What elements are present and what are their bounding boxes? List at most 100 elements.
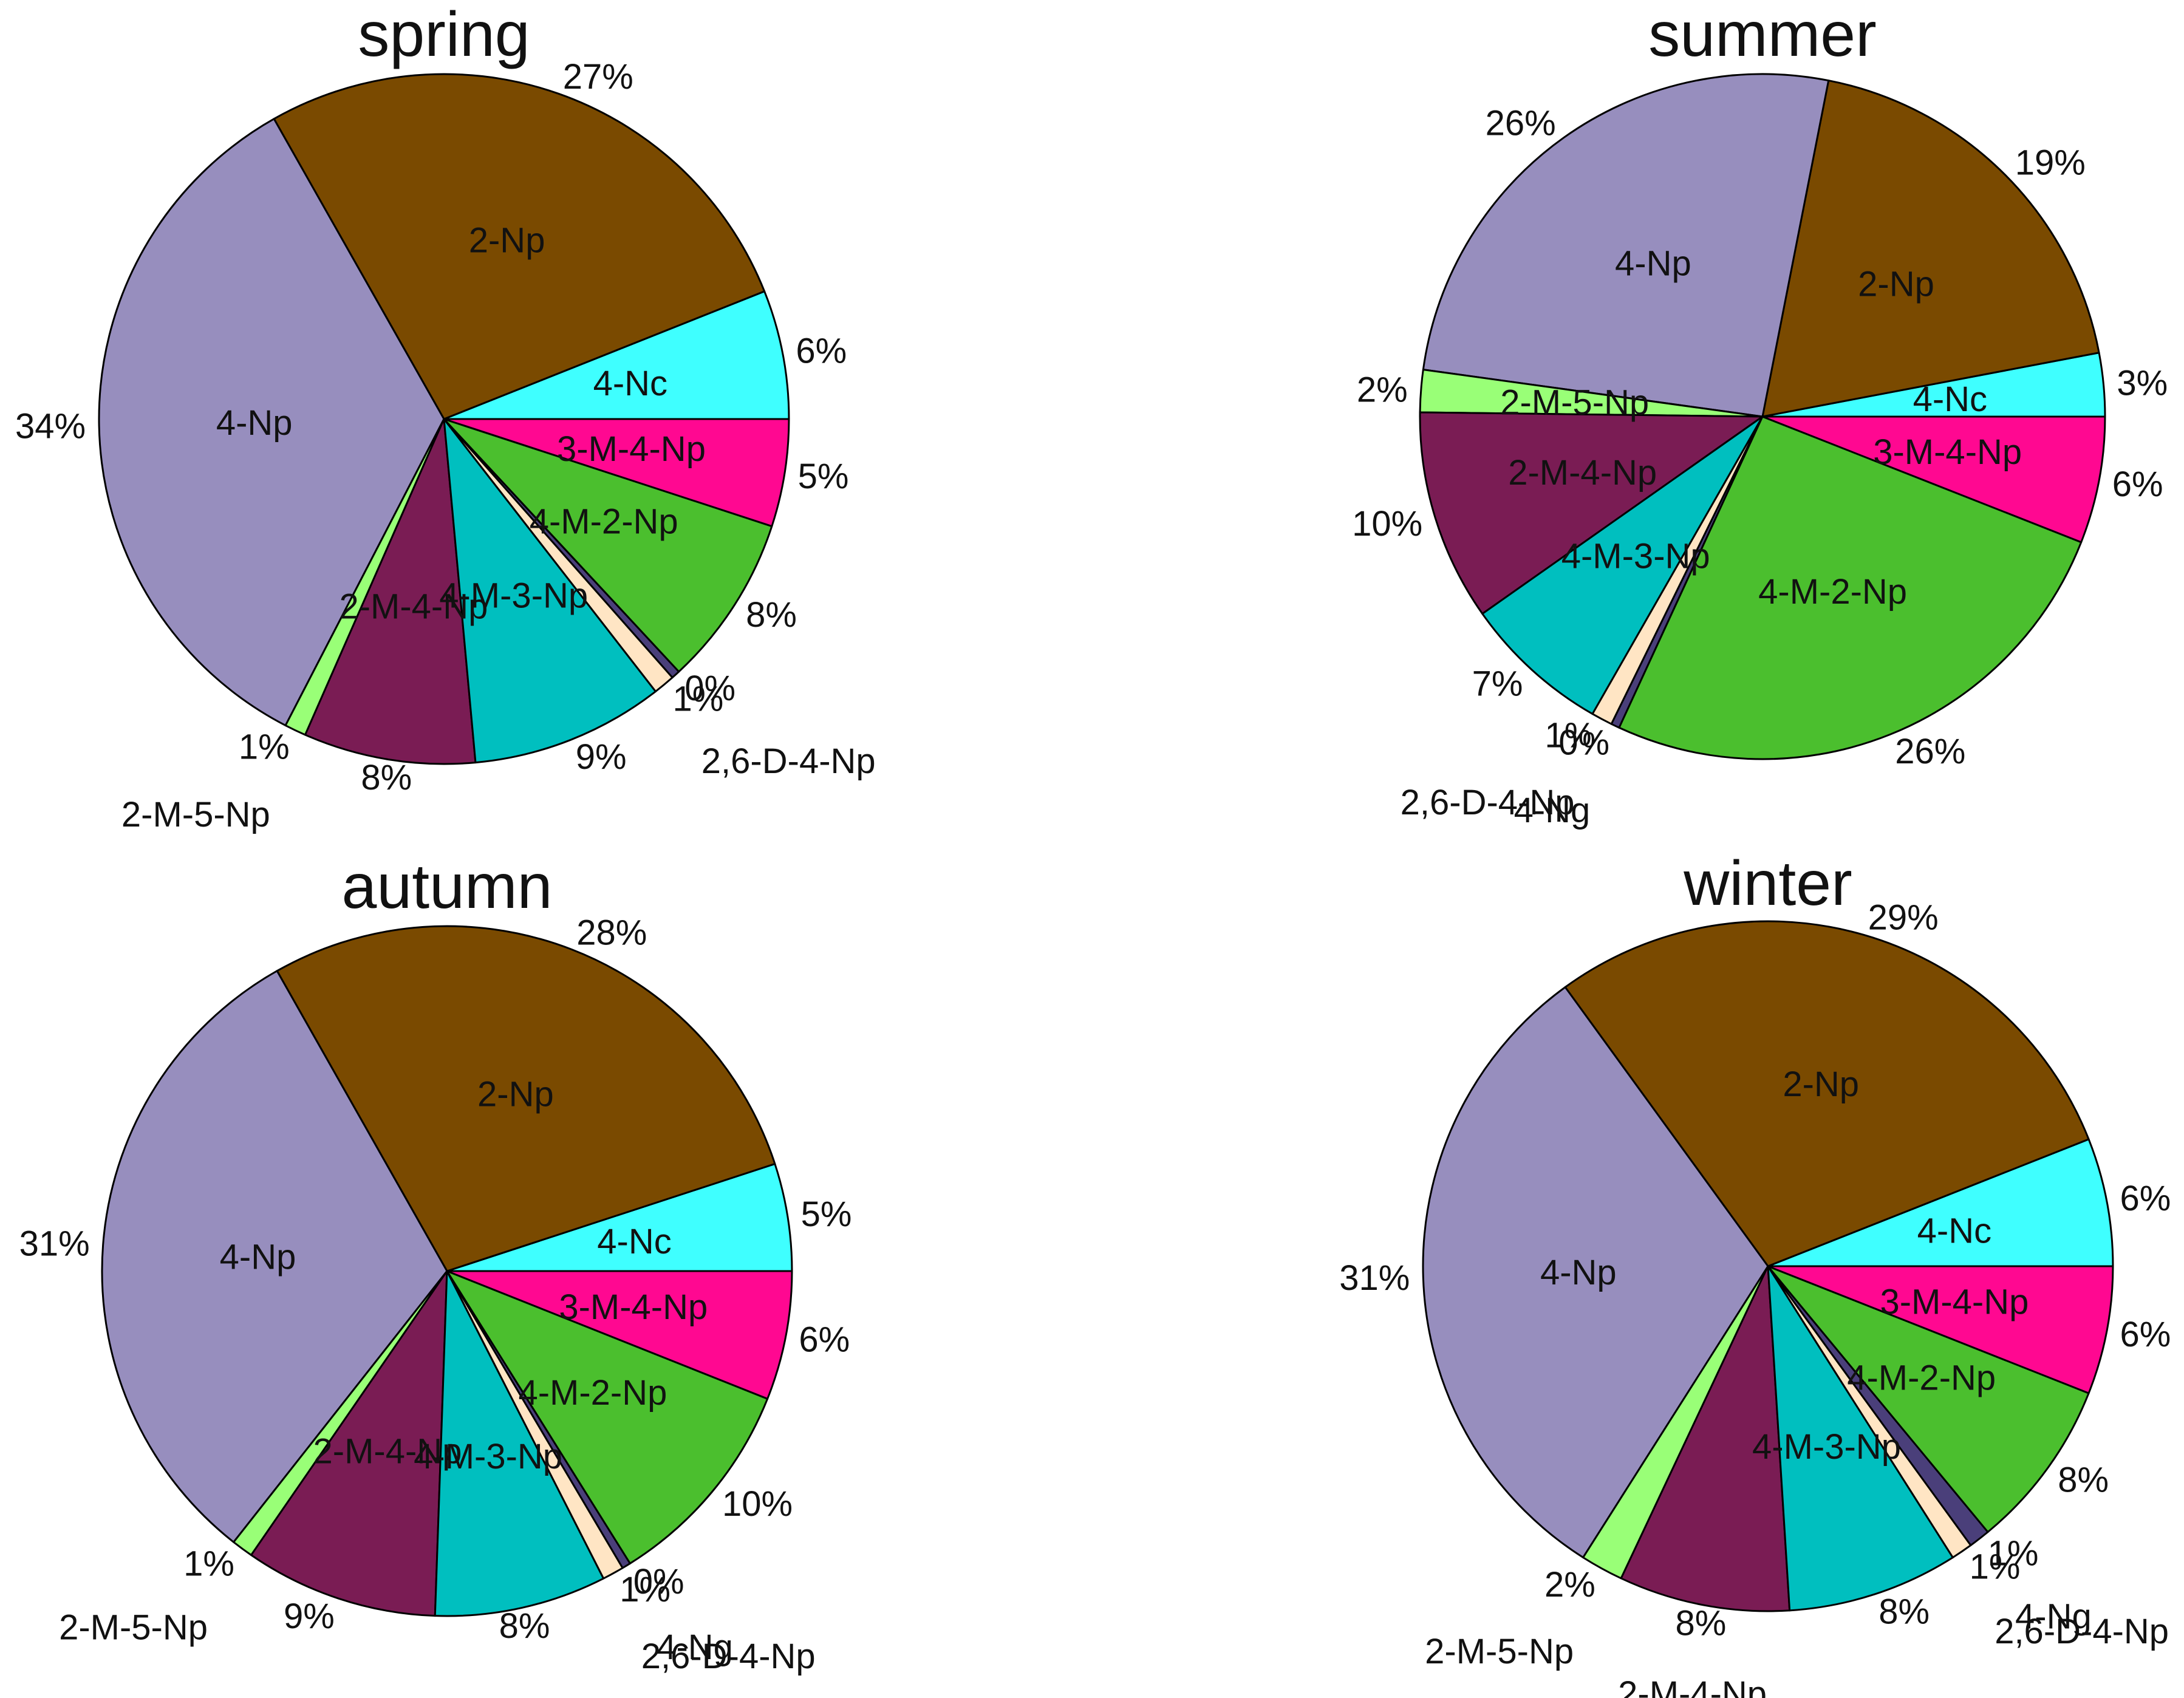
pie-percent-label: 8%	[361, 758, 412, 797]
pie-percent-label: 27%	[563, 57, 633, 97]
pie-category-label: 2,6-D-4-Np	[641, 1637, 816, 1676]
pie-slice-4-m-2-np	[1767, 1265, 2090, 1533]
pie-panel-autumn: autumn 5% 4-Nc 28% 2-Np 31% 4-Np 1% 2-M-5-Np 9% 2…	[19, 851, 852, 1676]
pie-slice-2-np	[276, 925, 776, 1272]
pie-category-label: 4-M-3-Np	[414, 1437, 562, 1476]
pie-percent-label: 6%	[2112, 465, 2163, 504]
pie-category-label: 2,6-D-4-Np	[701, 742, 876, 781]
pie-category-label: 2-M-4-Np	[1618, 1674, 1767, 1698]
pie-slice-4-nc	[1767, 1138, 2114, 1267]
pie-percent-label: 28%	[576, 913, 647, 952]
pie-category-label: 4-Nc	[1913, 380, 1987, 419]
pie-percent-label: 8%	[1879, 1592, 1930, 1632]
pie-percent-label: 2%	[1544, 1565, 1595, 1604]
pie-percent-label: 8%	[746, 595, 797, 635]
pie-category-label: 2-M-4-Np	[339, 587, 488, 626]
pie-slice-4-m-3-np	[1481, 415, 1764, 715]
pie-slice-4-m-3-np	[434, 1270, 605, 1617]
pie-percent-label: 1%	[673, 679, 724, 718]
pie-percent-label: 0%	[1558, 723, 1609, 762]
pie-percent-label: 2%	[1357, 370, 1408, 409]
pie-percent-label: 1%	[1970, 1547, 2021, 1587]
pie-category-label: 4-Np	[1540, 1253, 1617, 1292]
pie-slice-4-np	[1422, 986, 1769, 1559]
pie-slice-3-m-4-np	[1761, 415, 2106, 544]
pie-slice-4-m-3-np	[443, 418, 657, 764]
pie-percent-label: 29%	[1868, 898, 1939, 938]
pie-category-label: 4-M-2-Np	[1847, 1359, 1996, 1398]
pie-category-label: 4-Np	[220, 1237, 296, 1277]
pie-slice-3-m-4-np	[1767, 1265, 2114, 1394]
pie-slice-2-np	[1761, 80, 2100, 418]
pie-percent-label: 1%	[183, 1544, 234, 1583]
pie-percent-label: 1%	[619, 1570, 671, 1609]
pie-category-label: 4-Nc	[597, 1222, 671, 1261]
pie-category-label: 2-M-5-Np	[59, 1608, 208, 1648]
pie-slice-4-m-2-np	[446, 1270, 769, 1564]
pie-percent-label: 10%	[722, 1484, 793, 1524]
pie-category-label: 2-Np	[1858, 264, 1934, 304]
pie-percent-label: 7%	[1472, 664, 1523, 703]
pie-percent-label: 9%	[576, 737, 627, 777]
pie-percent-label: 3%	[2117, 363, 2168, 403]
pie-percent-label: 9%	[284, 1597, 335, 1636]
pie-category-label: 4-M-2-Np	[1758, 572, 1907, 612]
pie-slice-2-np	[273, 73, 766, 420]
pie-percent-label: 34%	[15, 406, 86, 446]
chart-title: winter	[1683, 848, 1852, 919]
pie-panel-spring: spring 6% 4-Nc 27% 2-Np 34% 4-Np 1% 2-M-5-Np 8% 2…	[15, 0, 876, 834]
pie-category-label: 4-M-3-Np	[1752, 1427, 1901, 1467]
pie-percent-label: 6%	[796, 331, 847, 370]
pie-category-label: 4-M-2-Np	[530, 502, 678, 541]
pie-category-label: 2-M-5-Np	[1425, 1632, 1574, 1671]
pie-category-label: 3-M-4-Np	[1873, 432, 2022, 472]
pie-percent-label: 0%	[633, 1562, 684, 1601]
pie-percent-label: 8%	[2058, 1461, 2109, 1500]
pie-panel-summer: summer 3% 4-Nc 19% 2-Np 26% 4-Np 2% 2-M-5-Np 10%…	[1352, 0, 2168, 830]
pie-category-label: 4-M-3-Np	[439, 576, 588, 616]
pie-category-label: 4-Np	[1615, 244, 1691, 284]
pie-slice-4-np	[101, 970, 448, 1543]
pie-percent-label: 5%	[798, 457, 849, 496]
pie-category-label: 3-M-4-Np	[1880, 1283, 2029, 1322]
pie-category-label: 4-M-2-Np	[518, 1373, 667, 1413]
pie-percent-label: 1%	[239, 728, 290, 767]
pie-category-label: 4-Nc	[593, 364, 667, 403]
pie-slice-2-m-4-np	[1419, 411, 1764, 615]
pie-category-label: 4-Np	[216, 403, 293, 443]
pie-percent-label: 8%	[499, 1606, 550, 1646]
pie-category-label: 4-Nc	[1917, 1212, 1991, 1251]
pie-slice-3-m-4-np	[443, 418, 790, 528]
pie-category-label: 2-M-5-Np	[121, 795, 270, 834]
pie-percent-label: 31%	[1339, 1258, 1410, 1298]
pie-percent-label: 26%	[1895, 732, 1965, 771]
pie-category-label: 2-Np	[1783, 1065, 1859, 1104]
pie-percent-label: 5%	[801, 1195, 852, 1234]
pie-category-label: 4-Ng	[657, 1628, 733, 1667]
pie-slice-4-nc	[446, 1162, 793, 1272]
pie-category-label: 2-M-4-Np	[1508, 453, 1657, 493]
pie-percent-label: 1%	[1544, 716, 1595, 755]
pie-category-label: 2-Np	[477, 1075, 554, 1114]
pie-slice-4-m-3-np	[1767, 1265, 1954, 1612]
chart-title: summer	[1648, 0, 1877, 70]
pie-percent-label: 26%	[1486, 103, 1556, 143]
pie-category-label: 4-M-3-Np	[1561, 536, 1710, 576]
pie-percent-label: 0%	[684, 669, 735, 708]
pie-percent-label: 6%	[799, 1320, 850, 1360]
pie-slice-2-m-4-np	[250, 1270, 448, 1617]
chart-title: autumn	[342, 851, 553, 922]
pie-category-label: 3-M-4-Np	[559, 1287, 708, 1327]
pie-percent-label: 31%	[19, 1224, 90, 1264]
pie-percent-label: 6%	[2120, 1315, 2171, 1354]
pie-category-label: 4-Ng	[1514, 791, 1591, 830]
pie-slice-4-m-2-np	[443, 418, 773, 673]
pie-category-label: 2,6-D-4-Np	[1401, 783, 1575, 822]
pie-category-label: 2-M-4-Np	[313, 1432, 462, 1471]
pie-slice-3-m-4-np	[446, 1270, 793, 1400]
pie-percent-label: 8%	[1675, 1603, 1726, 1643]
pie-category-label: 2,6-D-4-Np	[1995, 1612, 2169, 1651]
pie-slice-2-m-4-np	[304, 418, 477, 765]
pie-category-label: 3-M-4-Np	[557, 429, 706, 469]
